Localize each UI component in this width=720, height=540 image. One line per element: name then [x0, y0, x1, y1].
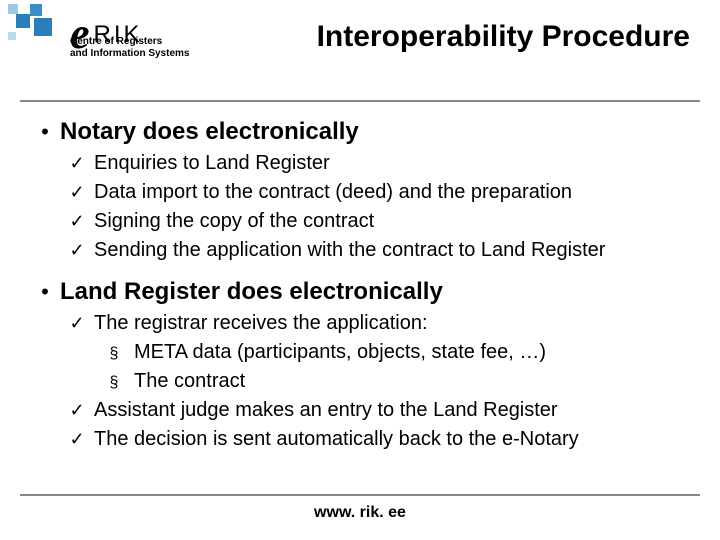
divider-bottom: [20, 494, 700, 496]
page-title: Interoperability Procedure: [317, 20, 690, 54]
content-area: • Notary does electronically ✓ Enquiries…: [30, 118, 690, 457]
check-icon: ✓: [60, 182, 94, 203]
check-icon: ✓: [60, 240, 94, 261]
item-text: Data import to the contract (deed) and t…: [94, 181, 572, 204]
logo-rik: RIK: [94, 21, 143, 49]
heading-text: Notary does electronically: [60, 118, 359, 146]
subitem-text: META data (participants, objects, state …: [134, 341, 546, 364]
logo-wordmark: eRIK: [70, 8, 143, 59]
check-icon: ✓: [60, 153, 94, 174]
logo-dot-icon: [20, 15, 27, 22]
section-heading: • Land Register does electronically: [30, 278, 690, 306]
list-item: ✓ Signing the copy of the contract: [60, 210, 690, 233]
heading-text: Land Register does electronically: [60, 278, 443, 306]
logo-e: e: [70, 8, 90, 59]
logo-block: eRIK Centre of Registers and Information…: [0, 0, 210, 60]
check-icon: ✓: [60, 400, 94, 421]
bullet-dot-icon: •: [30, 279, 60, 305]
item-text: Signing the copy of the contract: [94, 210, 374, 233]
bullet-dot-icon: •: [30, 119, 60, 145]
section-sign-icon: §: [94, 374, 134, 392]
list-subitem: § META data (participants, objects, stat…: [94, 341, 690, 364]
list-item: ✓ The decision is sent automatically bac…: [60, 428, 690, 451]
slide: eRIK Centre of Registers and Information…: [0, 0, 720, 540]
footer-url: www. rik. ee: [0, 504, 720, 522]
list-item: ✓ Data import to the contract (deed) and…: [60, 181, 690, 204]
list-item: ✓ The registrar receives the application…: [60, 312, 690, 335]
list-item: ✓ Enquiries to Land Register: [60, 152, 690, 175]
item-text: Assistant judge makes an entry to the La…: [94, 399, 558, 422]
item-text: Enquiries to Land Register: [94, 152, 330, 175]
list-subitem: § The contract: [94, 370, 690, 393]
list-item: ✓ Sending the application with the contr…: [60, 239, 690, 262]
section-heading: • Notary does electronically: [30, 118, 690, 146]
check-icon: ✓: [60, 313, 94, 334]
check-icon: ✓: [60, 429, 94, 450]
logo-squares-icon: [6, 0, 66, 38]
check-icon: ✓: [60, 211, 94, 232]
subitem-text: The contract: [134, 370, 245, 393]
section-sign-icon: §: [94, 345, 134, 363]
item-text: Sending the application with the contrac…: [94, 239, 605, 262]
item-text: The decision is sent automatically back …: [94, 428, 579, 451]
list-item: ✓ Assistant judge makes an entry to the …: [60, 399, 690, 422]
item-text: The registrar receives the application:: [94, 312, 428, 335]
divider-top: [20, 100, 700, 102]
